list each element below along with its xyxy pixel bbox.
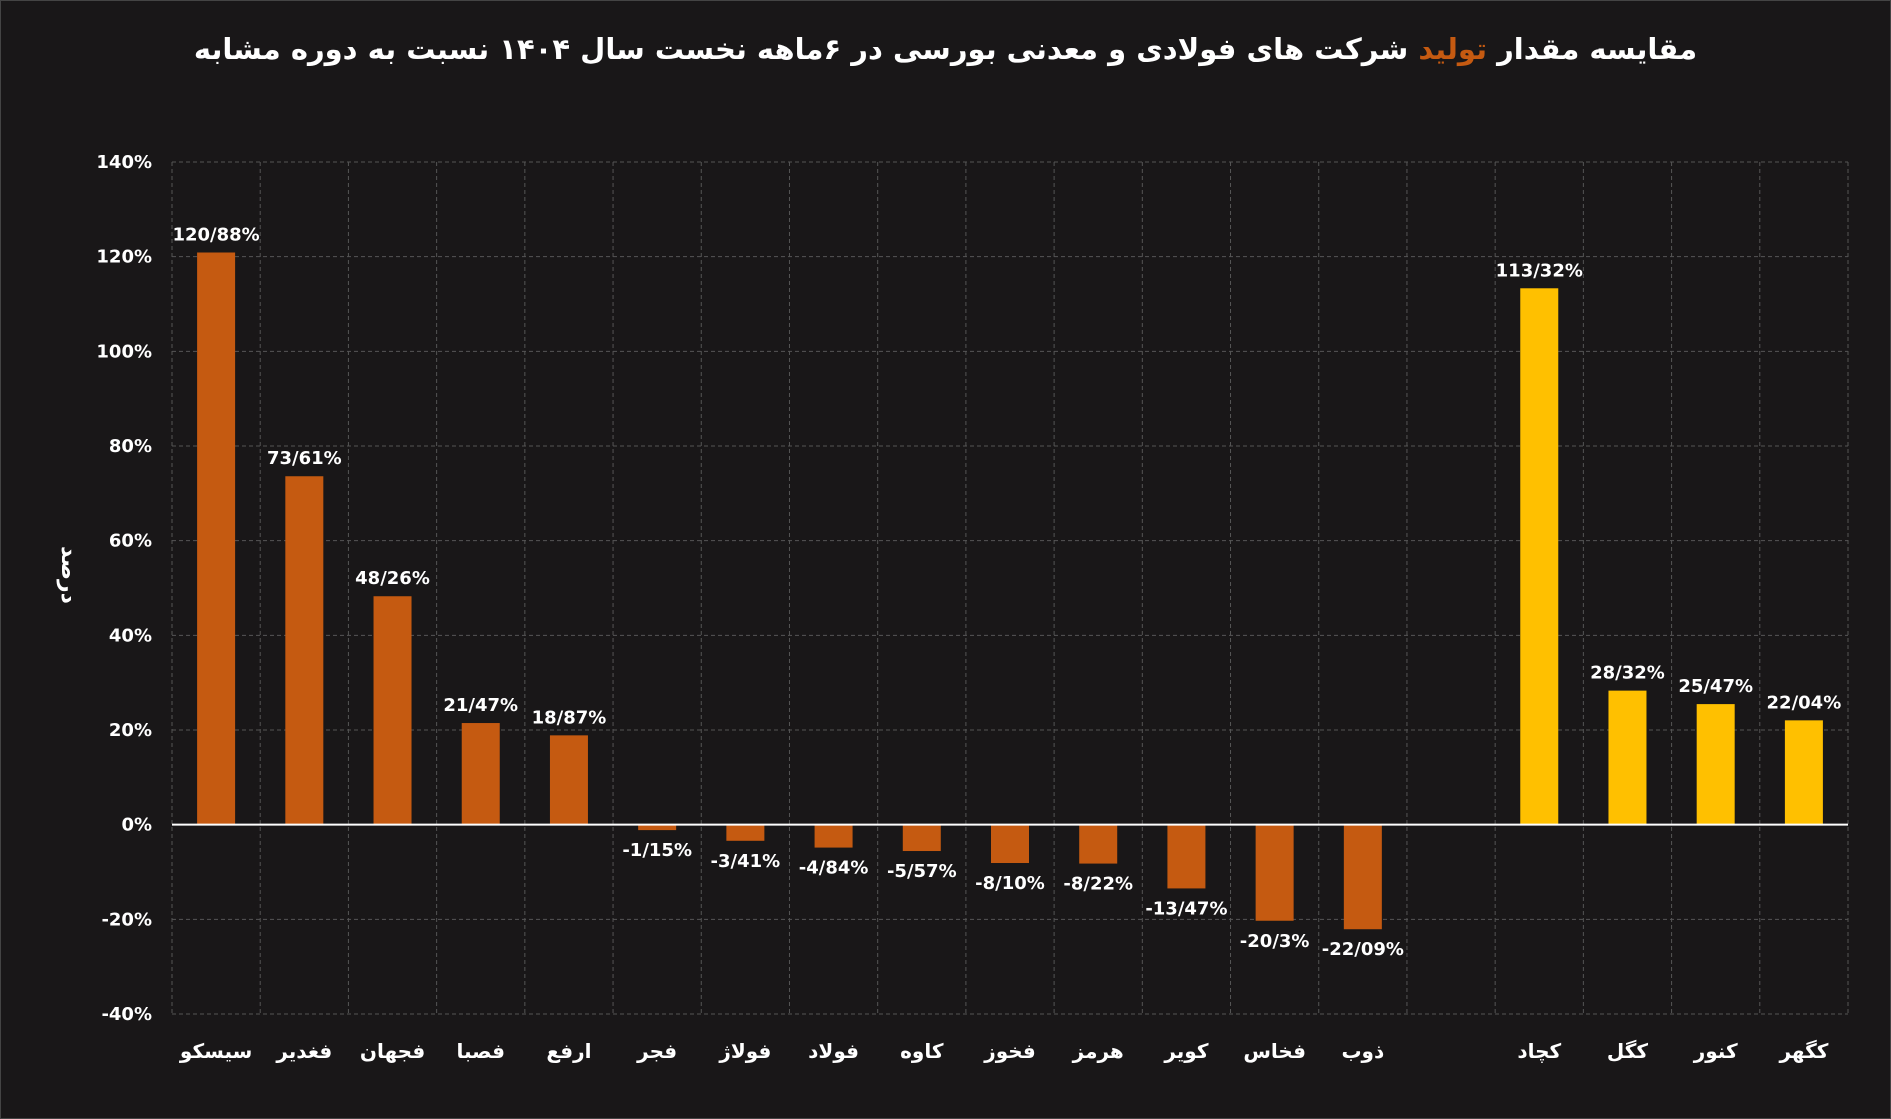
x-tick-label: کگهر [1778, 1039, 1828, 1063]
bar-steel [902, 824, 941, 852]
bar-steel [1167, 824, 1206, 889]
bar-steel [726, 824, 765, 841]
x-tick-label: کنور [1693, 1039, 1738, 1063]
y-tick-label: 0% [121, 815, 152, 836]
data-label: -8/10% [975, 873, 1045, 894]
bar-steel [1079, 824, 1118, 864]
x-tick-label: ذوب [1341, 1039, 1384, 1063]
title-highlight: تولید [1418, 32, 1487, 66]
bar-steel [814, 824, 853, 848]
x-tick-label: فصبا [456, 1039, 504, 1063]
x-tick-label: فجر [636, 1039, 677, 1063]
x-tick-label: فخوز [983, 1039, 1036, 1063]
x-tick-label: هرمز [1072, 1039, 1124, 1063]
data-label: 28/32% [1590, 663, 1665, 684]
bar-steel [197, 252, 236, 825]
data-label: 120/88% [172, 225, 259, 246]
x-tick-label: کاوه [900, 1039, 944, 1063]
y-axis-label: درصد [56, 546, 81, 604]
x-tick-label: فخاس [1243, 1039, 1306, 1063]
bar-steel [1255, 824, 1294, 921]
x-tick-label: کگل [1607, 1039, 1648, 1063]
bar-mining [1608, 690, 1647, 825]
data-label: 25/47% [1678, 676, 1753, 697]
bar-steel [461, 723, 500, 825]
bar-steel [373, 596, 412, 825]
data-label: -22/09% [1322, 939, 1404, 960]
data-label: 73/61% [267, 448, 342, 469]
title-part: مقایسه مقدار [1486, 32, 1698, 66]
x-tick-label: فولاژ [718, 1039, 771, 1063]
bar-steel [549, 735, 588, 825]
y-tick-label: 40% [109, 625, 152, 646]
data-label: -1/15% [622, 840, 692, 861]
bar-steel [1343, 824, 1382, 930]
data-label: -20/3% [1240, 931, 1310, 952]
y-tick-label: -40% [101, 1004, 152, 1025]
data-label: -8/22% [1063, 874, 1133, 895]
x-tick-label: فولاد [808, 1039, 859, 1063]
bar-mining [1696, 704, 1735, 825]
x-tick-label: سیسکو [179, 1039, 252, 1063]
data-label: 21/47% [443, 695, 518, 716]
y-tick-label: -20% [101, 909, 152, 930]
data-label: 48/26% [355, 568, 430, 589]
y-tick-label: 140% [96, 152, 152, 173]
data-label: 22/04% [1767, 692, 1842, 713]
y-tick-label: 20% [109, 720, 152, 741]
chart-title: مقایسه مقدار تولید شرکت های فولادی و معد… [0, 32, 1891, 66]
x-tick-label: ارفع [546, 1039, 591, 1063]
y-tick-label: 100% [96, 341, 152, 362]
data-label: 113/32% [1496, 260, 1583, 281]
y-tick-label: 120% [96, 247, 152, 268]
x-tick-label: فجهان [360, 1039, 425, 1063]
bar-steel [991, 824, 1029, 864]
title-part: شرکت های فولادی و معدنی بورسی در ۶ماهه ن… [193, 32, 1419, 66]
bar-mining [1784, 720, 1823, 825]
bar-steel [285, 476, 324, 825]
data-label: -3/41% [711, 851, 781, 872]
bar-steel [638, 824, 677, 831]
x-tick-label: فغدیر [275, 1039, 332, 1063]
x-tick-label: کویر [1163, 1039, 1208, 1063]
data-label: -13/47% [1145, 898, 1227, 919]
data-label: 18/87% [532, 707, 607, 728]
bar-mining [1520, 288, 1559, 825]
data-label: -4/84% [799, 858, 869, 879]
x-tick-label: کچاد [1517, 1039, 1561, 1064]
y-tick-label: 60% [109, 531, 152, 552]
y-tick-label: 80% [109, 436, 152, 457]
data-label: -5/57% [887, 861, 957, 882]
